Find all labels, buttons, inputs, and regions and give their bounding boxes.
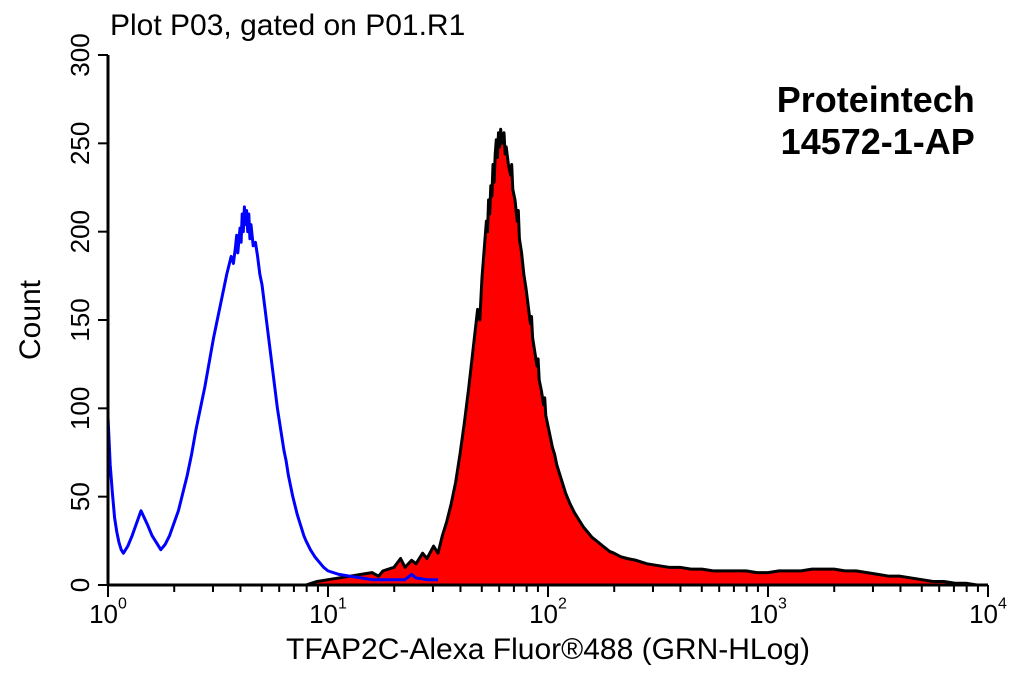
y-tick-label: 50 [65, 482, 95, 511]
flow-cytometry-histogram: 050100150200250300100101102103104Plot P0… [0, 0, 1015, 683]
x-axis-label: TFAP2C-Alexa Fluor®488 (GRN-HLog) [286, 633, 810, 666]
plot-title: Plot P03, gated on P01.R1 [110, 9, 465, 42]
y-tick-label: 150 [65, 298, 95, 341]
y-tick-label: 200 [65, 210, 95, 253]
y-tick-label: 300 [65, 33, 95, 76]
annotation-line2: 14572-1-AP [781, 121, 975, 162]
y-tick-label: 0 [65, 578, 95, 592]
chart-svg: 050100150200250300100101102103104Plot P0… [0, 0, 1015, 683]
y-tick-label: 250 [65, 122, 95, 165]
y-tick-label: 100 [65, 387, 95, 430]
y-axis-label: Count [14, 279, 47, 360]
annotation-line1: Proteintech [777, 79, 975, 120]
